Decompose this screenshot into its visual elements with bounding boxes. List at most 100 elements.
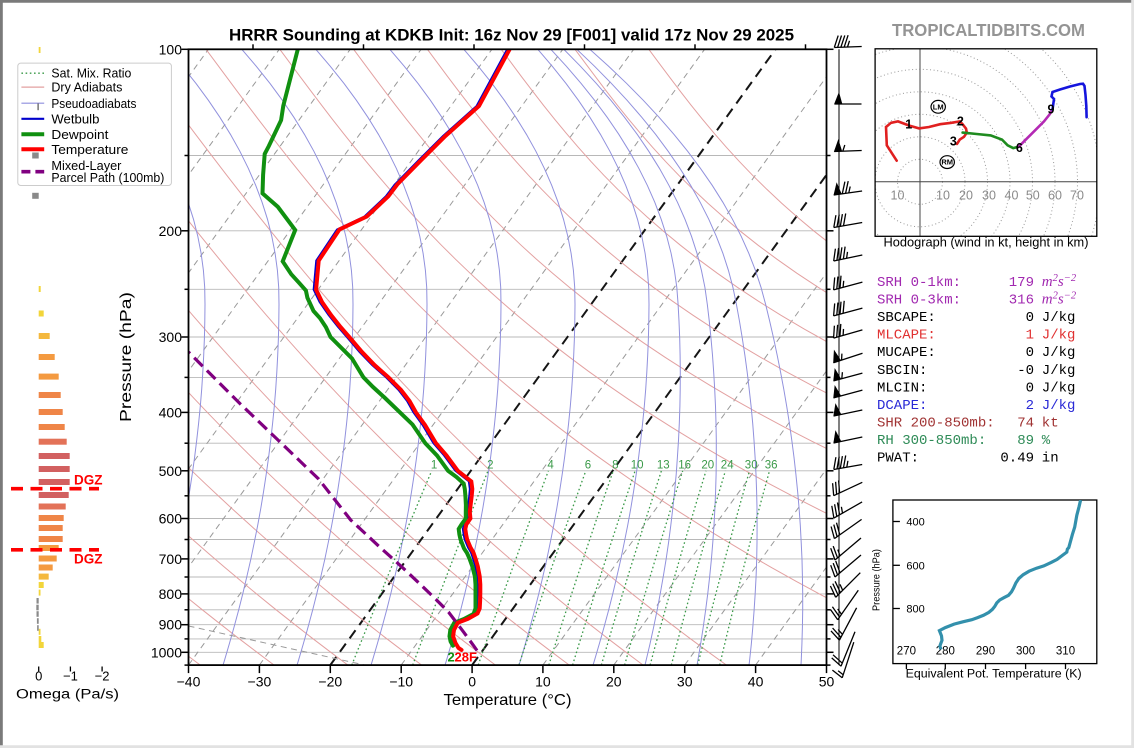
- svg-text:DCAPE:: DCAPE:: [877, 398, 927, 414]
- svg-text:50: 50: [819, 674, 835, 690]
- svg-text:1: 1: [905, 118, 912, 132]
- svg-text:J/kg: J/kg: [1042, 345, 1076, 361]
- svg-text:400: 400: [159, 404, 183, 420]
- svg-text:89: 89: [1017, 433, 1034, 449]
- svg-text:316: 316: [1009, 293, 1034, 309]
- svg-text:Pressure (hPa): Pressure (hPa): [118, 292, 135, 422]
- svg-text:36: 36: [765, 460, 778, 472]
- svg-text:200: 200: [159, 223, 183, 239]
- svg-text:8: 8: [612, 460, 618, 472]
- svg-text:600: 600: [906, 560, 924, 572]
- svg-text:SRH 0-3km:: SRH 0-3km:: [877, 293, 961, 309]
- svg-text:MLCIN:: MLCIN:: [877, 380, 927, 396]
- svg-text:0: 0: [35, 669, 42, 684]
- svg-text:SBCAPE:: SBCAPE:: [877, 310, 936, 326]
- svg-text:RM: RM: [941, 158, 953, 167]
- svg-text:0: 0: [468, 674, 476, 690]
- svg-text:2: 2: [957, 115, 964, 129]
- svg-text:280: 280: [936, 646, 955, 658]
- svg-text:J/kg: J/kg: [1042, 363, 1076, 379]
- svg-text:290: 290: [976, 646, 995, 658]
- svg-text:20: 20: [959, 189, 973, 203]
- svg-text:30: 30: [982, 189, 996, 203]
- svg-text:400: 400: [906, 517, 924, 529]
- svg-text:0: 0: [1026, 310, 1034, 326]
- svg-text:Temperature (°C): Temperature (°C): [444, 692, 572, 709]
- svg-text:3: 3: [950, 135, 957, 149]
- svg-text:1: 1: [431, 460, 437, 472]
- svg-text:0: 0: [1026, 345, 1034, 361]
- svg-text:RH 300-850mb:: RH 300-850mb:: [877, 433, 986, 449]
- svg-text:30: 30: [745, 460, 758, 472]
- svg-text:28F: 28F: [455, 650, 477, 665]
- svg-text:30: 30: [677, 674, 693, 690]
- svg-text:10: 10: [936, 189, 950, 203]
- svg-text:HRRR Sounding at KDKB Init: 16: HRRR Sounding at KDKB Init: 16z Nov 29 […: [229, 27, 794, 45]
- svg-text:−10: −10: [389, 674, 413, 690]
- svg-text:6: 6: [1016, 141, 1023, 155]
- svg-text:270: 270: [897, 646, 916, 658]
- svg-text:−20: −20: [318, 674, 342, 690]
- svg-text:-0: -0: [1017, 363, 1034, 379]
- svg-text:−2: −2: [95, 669, 110, 684]
- svg-text:Wetbulb: Wetbulb: [51, 111, 99, 126]
- svg-text:6: 6: [585, 460, 591, 472]
- svg-text:300: 300: [159, 329, 183, 345]
- svg-text:310: 310: [1056, 646, 1075, 658]
- svg-text:13: 13: [657, 460, 670, 472]
- svg-text:J/kg: J/kg: [1042, 310, 1076, 326]
- svg-text:10: 10: [631, 460, 644, 472]
- svg-text:SRH 0-1km:: SRH 0-1km:: [877, 275, 961, 291]
- svg-text:800: 800: [159, 586, 183, 602]
- svg-text:TROPICALTIDBITS.COM: TROPICALTIDBITS.COM: [892, 20, 1085, 40]
- svg-text:800: 800: [906, 604, 924, 616]
- svg-text:40: 40: [748, 674, 764, 690]
- svg-text:600: 600: [159, 511, 183, 527]
- svg-text:2: 2: [1026, 398, 1034, 414]
- svg-text:20: 20: [701, 460, 714, 472]
- svg-text:%: %: [1042, 433, 1051, 449]
- svg-text:9: 9: [1048, 103, 1055, 117]
- svg-text:J/kg: J/kg: [1042, 398, 1076, 414]
- svg-text:4: 4: [547, 460, 554, 472]
- svg-text:900: 900: [159, 617, 183, 633]
- svg-text:MLCAPE:: MLCAPE:: [877, 328, 936, 344]
- svg-text:Hodograph (wind in kt, height: Hodograph (wind in kt, height in km): [884, 236, 1089, 250]
- svg-text:Equivalent Pot. Temperature (K: Equivalent Pot. Temperature (K): [906, 669, 1082, 681]
- svg-text:20: 20: [606, 674, 622, 690]
- svg-text:0: 0: [1026, 380, 1034, 396]
- svg-text:Sat. Mix. Ratio: Sat. Mix. Ratio: [51, 66, 131, 81]
- svg-text:Pseudoadiabats: Pseudoadiabats: [51, 96, 136, 111]
- svg-text:70: 70: [1070, 189, 1084, 203]
- svg-text:1: 1: [1026, 328, 1034, 344]
- svg-text:Pressure (hPa): Pressure (hPa): [872, 549, 883, 611]
- svg-text:−40: −40: [177, 674, 201, 690]
- svg-text:24: 24: [721, 460, 734, 472]
- svg-text:16: 16: [678, 460, 691, 472]
- svg-text:LM: LM: [933, 102, 944, 111]
- svg-text:−30: −30: [248, 674, 272, 690]
- svg-text:60: 60: [1048, 189, 1062, 203]
- svg-text:10: 10: [535, 674, 551, 690]
- svg-text:40: 40: [1005, 189, 1019, 203]
- svg-text:300: 300: [1016, 646, 1035, 658]
- svg-text:MUCAPE:: MUCAPE:: [877, 345, 936, 361]
- svg-text:0.49: 0.49: [1000, 451, 1034, 467]
- svg-text:DGZ: DGZ: [74, 552, 103, 567]
- svg-text:SBCIN:: SBCIN:: [877, 363, 927, 379]
- svg-text:J/kg: J/kg: [1042, 328, 1076, 344]
- svg-text:1000: 1000: [151, 644, 182, 660]
- svg-text:2: 2: [487, 460, 493, 472]
- svg-text:PWAT:: PWAT:: [877, 451, 919, 467]
- svg-text:50: 50: [1026, 189, 1040, 203]
- svg-text:74: 74: [1017, 416, 1034, 432]
- svg-text:10: 10: [891, 189, 905, 203]
- svg-text:100: 100: [159, 41, 183, 57]
- svg-text:DGZ: DGZ: [74, 473, 103, 488]
- svg-text:Parcel Path (100mb): Parcel Path (100mb): [51, 170, 164, 185]
- svg-text:Omega (Pa/s): Omega (Pa/s): [16, 687, 119, 702]
- svg-text:700: 700: [159, 551, 183, 567]
- svg-text:−1: −1: [63, 669, 78, 684]
- svg-text:Temperature: Temperature: [51, 142, 128, 157]
- svg-text:J/kg: J/kg: [1042, 380, 1076, 396]
